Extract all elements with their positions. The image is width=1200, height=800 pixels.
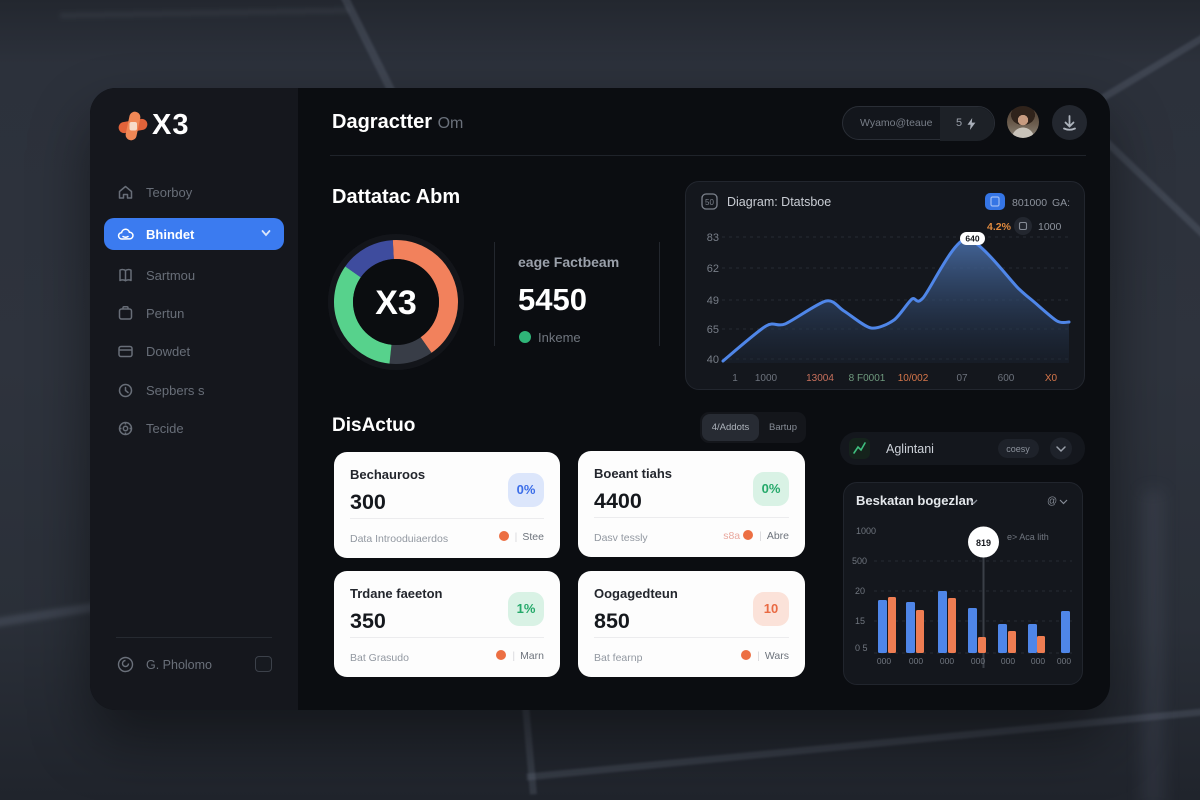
svg-text:07: 07	[956, 373, 968, 384]
svg-text:X3: X3	[375, 284, 417, 322]
svg-text:1: 1	[732, 373, 738, 384]
svg-text:15: 15	[855, 616, 865, 626]
svg-text:GA:: GA:	[1052, 197, 1070, 209]
svg-text:13004: 13004	[806, 373, 834, 384]
svg-text:000: 000	[1031, 656, 1045, 666]
svg-text:000: 000	[971, 656, 985, 666]
svg-text:X0: X0	[1045, 373, 1058, 384]
svg-text:000: 000	[877, 656, 891, 666]
svg-text:500: 500	[852, 556, 867, 566]
svg-text:Aglintani: Aglintani	[886, 442, 934, 456]
svg-text:40: 40	[707, 354, 719, 366]
svg-text:000: 000	[1001, 656, 1015, 666]
svg-text:20: 20	[855, 586, 865, 596]
svg-text:640: 640	[965, 234, 979, 244]
svg-text:8 F0001: 8 F0001	[849, 373, 886, 384]
svg-text:65: 65	[707, 324, 719, 336]
svg-text:Beskatan bogezlan: Beskatan bogezlan	[856, 493, 974, 508]
svg-text:801000: 801000	[1012, 197, 1047, 209]
svg-text:coesy: coesy	[1006, 444, 1030, 454]
svg-text:49: 49	[707, 295, 719, 307]
svg-text:000: 000	[1057, 656, 1071, 666]
svg-text:4.2%: 4.2%	[987, 221, 1012, 233]
svg-text:1000: 1000	[856, 526, 876, 536]
svg-text:1000: 1000	[755, 373, 778, 384]
svg-text:Diagram: Dtatsboe: Diagram: Dtatsboe	[727, 195, 831, 209]
svg-text:50: 50	[705, 198, 714, 207]
svg-text:819: 819	[976, 538, 991, 548]
svg-text:62: 62	[707, 263, 719, 275]
svg-text:0 5: 0 5	[855, 643, 868, 653]
svg-text:000: 000	[909, 656, 923, 666]
svg-text:83: 83	[707, 232, 719, 244]
svg-text:1000: 1000	[1038, 221, 1062, 233]
svg-text:000: 000	[940, 656, 954, 666]
svg-text:e> Aca lith: e> Aca lith	[1007, 532, 1049, 542]
svg-text:@: @	[1047, 496, 1057, 507]
svg-text:600: 600	[998, 373, 1015, 384]
svg-text:10/002: 10/002	[898, 373, 929, 384]
